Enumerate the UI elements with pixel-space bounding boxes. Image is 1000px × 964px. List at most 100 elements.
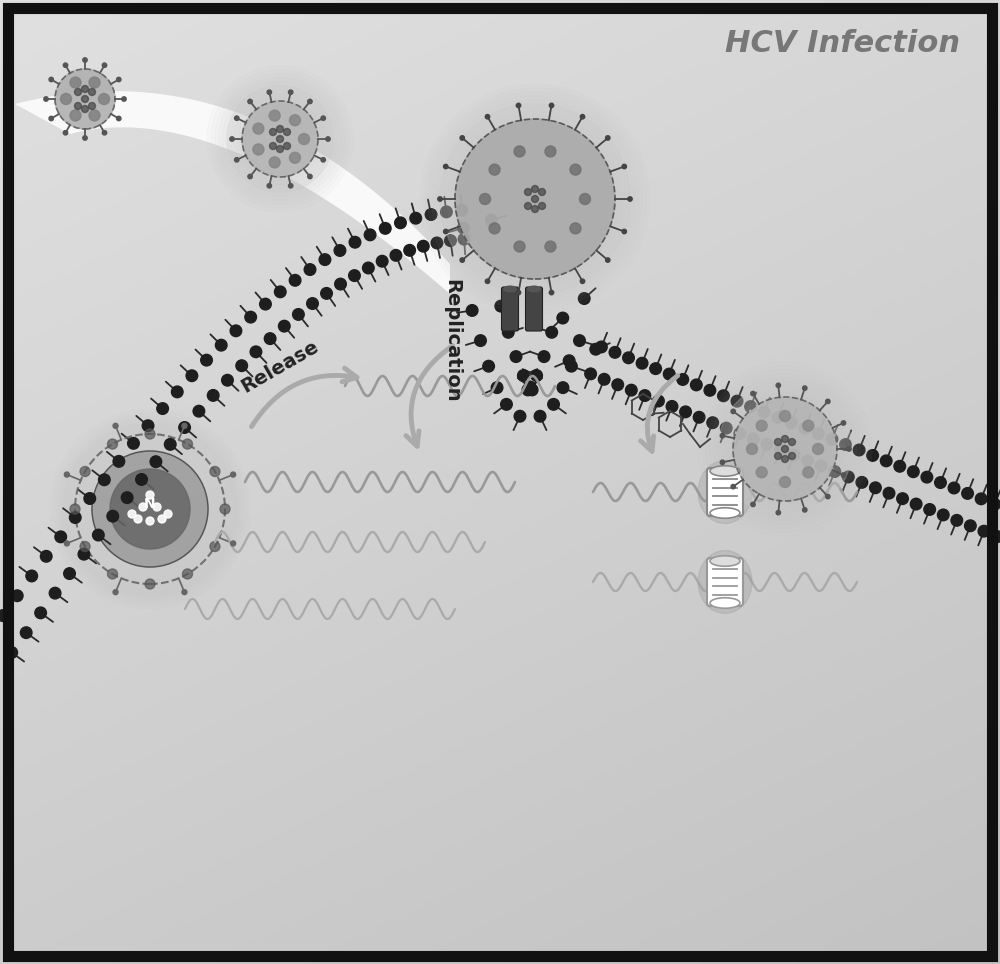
Circle shape	[609, 347, 621, 359]
Circle shape	[580, 194, 590, 204]
Ellipse shape	[698, 550, 752, 613]
Circle shape	[612, 379, 624, 390]
Circle shape	[935, 477, 946, 489]
Circle shape	[98, 94, 110, 104]
Ellipse shape	[710, 508, 740, 519]
Circle shape	[840, 439, 851, 450]
Circle shape	[785, 417, 797, 429]
Circle shape	[788, 452, 796, 460]
Circle shape	[288, 90, 293, 94]
Circle shape	[516, 290, 521, 295]
Circle shape	[245, 311, 256, 323]
Circle shape	[93, 529, 104, 541]
Circle shape	[502, 327, 514, 338]
Circle shape	[524, 189, 531, 196]
Circle shape	[847, 446, 851, 451]
Circle shape	[489, 164, 500, 175]
Circle shape	[815, 460, 827, 472]
Circle shape	[134, 515, 142, 523]
Circle shape	[841, 420, 846, 425]
Circle shape	[444, 229, 448, 233]
FancyBboxPatch shape	[501, 287, 518, 331]
Circle shape	[274, 286, 286, 298]
Circle shape	[278, 320, 290, 332]
Circle shape	[720, 422, 732, 434]
Circle shape	[63, 63, 68, 67]
Circle shape	[677, 374, 689, 386]
Ellipse shape	[710, 556, 740, 566]
Circle shape	[270, 128, 276, 136]
Circle shape	[548, 398, 559, 410]
Circle shape	[210, 542, 220, 551]
Circle shape	[622, 229, 626, 233]
Circle shape	[516, 103, 521, 108]
Circle shape	[532, 196, 538, 202]
Circle shape	[826, 399, 830, 404]
Circle shape	[267, 90, 272, 94]
Circle shape	[666, 401, 678, 413]
Circle shape	[307, 298, 318, 309]
Circle shape	[334, 245, 346, 256]
Circle shape	[975, 493, 987, 504]
Circle shape	[774, 439, 781, 445]
Circle shape	[150, 456, 162, 468]
Ellipse shape	[710, 466, 740, 476]
Circle shape	[691, 379, 702, 390]
Circle shape	[962, 488, 973, 499]
Text: N: N	[144, 497, 156, 511]
Circle shape	[298, 133, 310, 145]
Circle shape	[248, 174, 252, 178]
Circle shape	[466, 305, 478, 316]
Circle shape	[510, 351, 522, 362]
Circle shape	[349, 270, 360, 281]
Circle shape	[444, 164, 448, 169]
Circle shape	[580, 115, 585, 119]
Circle shape	[276, 125, 284, 132]
Circle shape	[0, 610, 9, 622]
Circle shape	[40, 550, 52, 562]
Circle shape	[908, 466, 919, 477]
Circle shape	[304, 264, 316, 276]
Circle shape	[803, 386, 807, 390]
Circle shape	[524, 202, 531, 209]
Text: HCV Infection: HCV Infection	[725, 29, 960, 58]
Circle shape	[83, 136, 87, 140]
Circle shape	[460, 257, 464, 262]
Circle shape	[107, 510, 119, 522]
Circle shape	[102, 130, 107, 135]
Circle shape	[578, 293, 590, 305]
Circle shape	[145, 579, 155, 589]
Circle shape	[425, 209, 437, 221]
Circle shape	[776, 511, 781, 515]
Circle shape	[731, 409, 735, 414]
Circle shape	[538, 202, 546, 209]
Circle shape	[289, 115, 300, 125]
Circle shape	[179, 421, 190, 433]
Circle shape	[772, 412, 783, 423]
Circle shape	[289, 275, 301, 286]
Circle shape	[70, 504, 80, 514]
Circle shape	[235, 116, 239, 120]
FancyArrowPatch shape	[641, 376, 678, 451]
Circle shape	[215, 339, 227, 351]
Circle shape	[128, 510, 136, 518]
Circle shape	[335, 279, 346, 290]
Circle shape	[431, 237, 443, 249]
Circle shape	[704, 385, 716, 396]
Circle shape	[231, 472, 236, 477]
Circle shape	[308, 174, 312, 178]
Ellipse shape	[698, 461, 752, 523]
Circle shape	[745, 401, 756, 413]
Circle shape	[479, 194, 490, 204]
Circle shape	[153, 503, 161, 511]
Circle shape	[788, 449, 800, 461]
Circle shape	[856, 476, 868, 488]
Circle shape	[89, 110, 100, 120]
Circle shape	[756, 420, 767, 431]
Circle shape	[628, 197, 632, 201]
Circle shape	[26, 570, 38, 581]
Circle shape	[870, 482, 881, 494]
Circle shape	[526, 384, 538, 395]
Circle shape	[64, 568, 75, 579]
Circle shape	[201, 355, 212, 366]
